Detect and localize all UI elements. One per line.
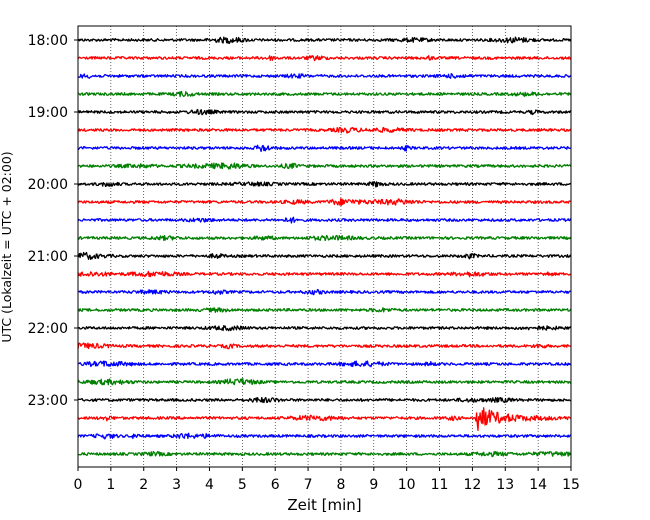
x-tick-label: 14 — [529, 477, 547, 493]
trace-group — [77, 36, 572, 458]
y-tick-label: 20:00 — [28, 177, 68, 193]
x-axis-label: Zeit [min] — [287, 496, 361, 514]
trace-line — [77, 270, 572, 278]
y-tick-label: 18:00 — [28, 33, 68, 49]
trace-line — [77, 198, 572, 206]
trace-line — [77, 342, 572, 350]
trace-line — [77, 288, 572, 296]
trace-line — [77, 450, 572, 458]
plot-area — [78, 26, 571, 467]
x-tick-label: 2 — [139, 477, 148, 493]
y-axis: 18:00 19:00 20:00 21:00 22:00 23:00 — [28, 33, 78, 409]
trace-line — [77, 90, 572, 98]
x-tick-label: 8 — [336, 477, 345, 493]
trace-line — [77, 162, 572, 170]
trace-line — [77, 36, 572, 44]
plot-border — [77, 25, 572, 468]
y-tick-label: 22:00 — [28, 321, 68, 337]
trace-line — [77, 55, 572, 62]
x-tick-label: 11 — [431, 477, 449, 493]
x-tick-label: 1 — [106, 477, 115, 493]
trace-line — [77, 144, 571, 153]
trace-line — [77, 407, 572, 432]
x-tick-label: 12 — [463, 477, 481, 493]
trace-line — [77, 360, 572, 368]
trace-line — [77, 307, 572, 313]
y-tick-label: 21:00 — [28, 249, 68, 265]
y-tick-label: 19:00 — [28, 105, 68, 121]
trace-line — [77, 378, 572, 386]
x-tick-label: 9 — [369, 477, 378, 493]
y-tick-label: 23:00 — [28, 393, 68, 409]
x-tick-label: 7 — [304, 477, 313, 493]
x-tick-label: 0 — [74, 477, 83, 493]
trace-line — [77, 72, 572, 79]
trace-line — [77, 126, 572, 134]
trace-line — [77, 234, 572, 242]
trace-line — [77, 181, 572, 188]
x-tick-label: 13 — [496, 477, 514, 493]
trace-line — [77, 216, 572, 224]
trace-line — [77, 251, 572, 261]
y-axis-label: UTC (Lokalzeit = UTC + 02:00) — [0, 151, 14, 342]
x-tick-label: 4 — [205, 477, 214, 493]
trace-line — [78, 108, 571, 116]
x-tick-label: 6 — [271, 477, 280, 493]
x-tick-label: 15 — [562, 477, 580, 493]
trace-line — [77, 396, 572, 404]
x-tick-label: 10 — [398, 477, 416, 493]
trace-line — [77, 432, 572, 440]
x-tick-label: 3 — [172, 477, 181, 493]
x-axis: 0 1 2 3 4 5 6 7 8 9 10 11 12 13 14 15 — [74, 467, 580, 493]
trace-line — [77, 325, 572, 332]
x-tick-label: 5 — [238, 477, 247, 493]
